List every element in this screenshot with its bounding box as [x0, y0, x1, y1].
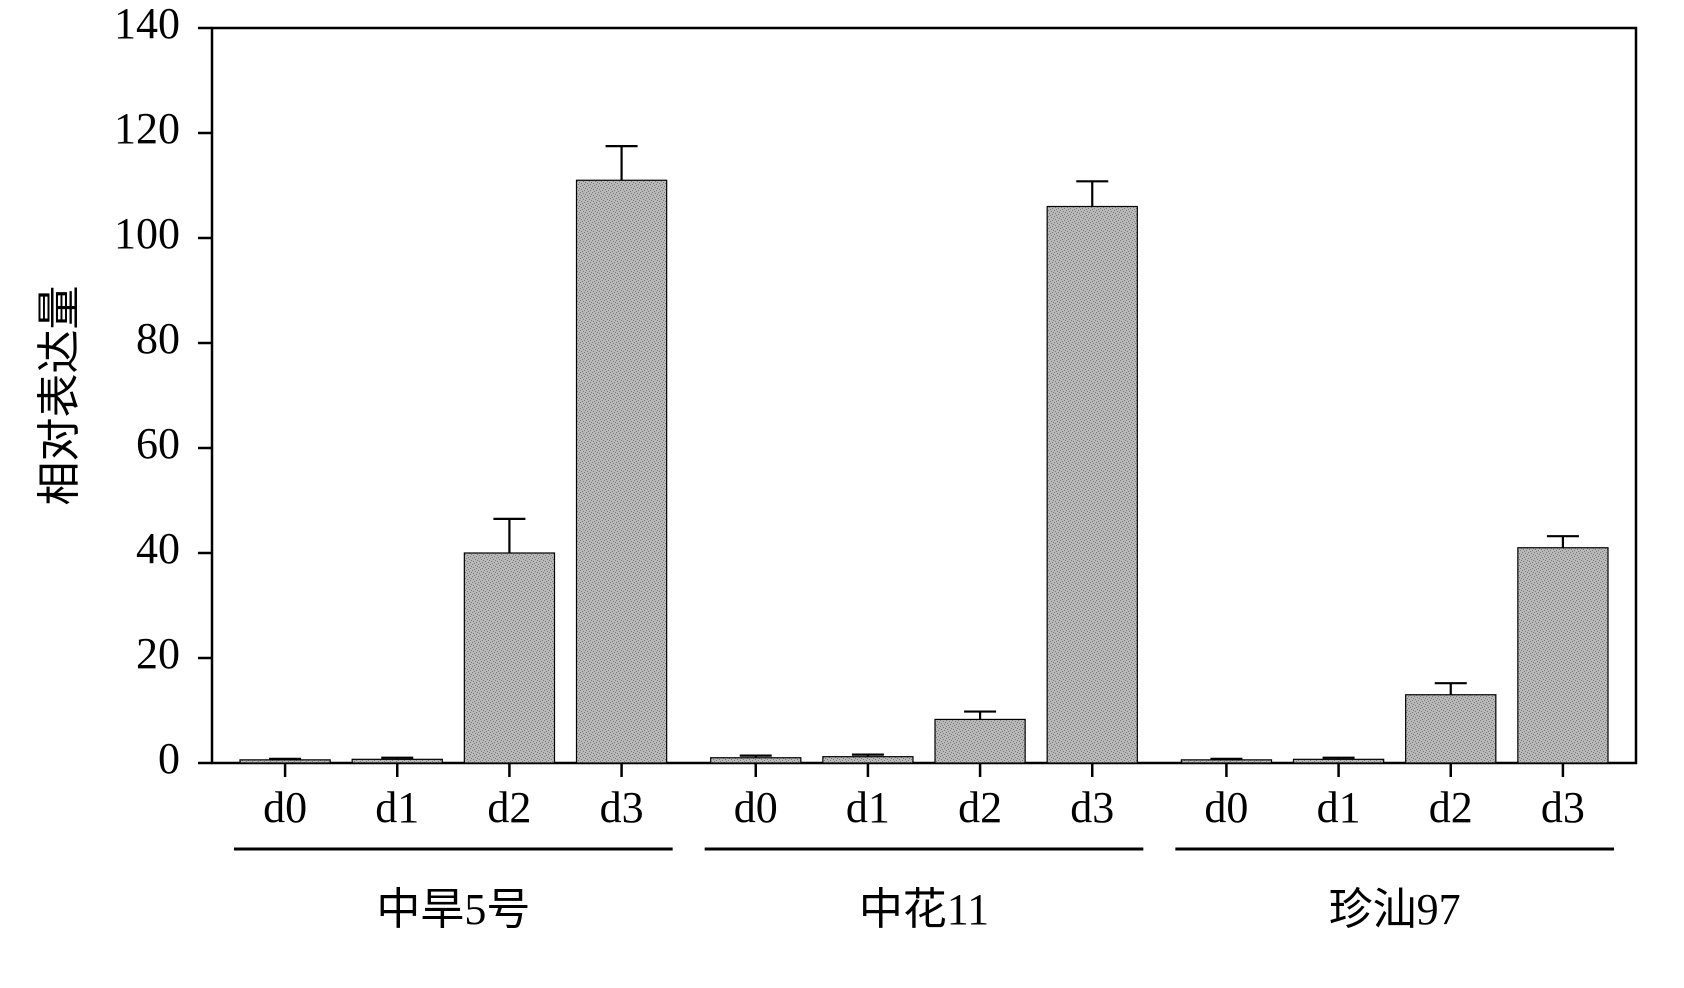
x-bar-label: d1 — [375, 783, 419, 832]
x-bar-label: d1 — [846, 783, 890, 832]
y-tick-label: 140 — [114, 0, 180, 48]
x-group-label: 中花11 — [859, 885, 989, 934]
x-group-label: 中旱5号 — [376, 885, 530, 934]
y-tick-label: 0 — [158, 734, 180, 783]
x-bar-label: d2 — [487, 783, 531, 832]
x-bar-label: d3 — [1541, 783, 1585, 832]
bar — [1047, 207, 1137, 764]
bar — [823, 757, 913, 763]
bar — [464, 553, 554, 763]
y-tick-label: 120 — [114, 104, 180, 153]
x-bar-label: d0 — [734, 783, 778, 832]
x-bar-label: d2 — [958, 783, 1002, 832]
x-bar-label: d2 — [1429, 783, 1473, 832]
y-tick-label: 20 — [136, 629, 180, 678]
x-bar-label: d3 — [600, 783, 644, 832]
y-tick-label: 40 — [136, 524, 180, 573]
y-tick-label: 60 — [136, 419, 180, 468]
expression-bar-chart: 0 20 40 60 80 100 120 140 相对表达量 d0 d1 d2 d3 中旱5号 d0 d1 d… — [0, 0, 1684, 988]
bar — [1406, 695, 1496, 763]
x-bar-label: d0 — [1204, 783, 1248, 832]
y-axis-title: 相对表达量 — [35, 286, 84, 506]
bar — [352, 759, 442, 763]
bar — [577, 180, 667, 763]
y-tick-label: 100 — [114, 209, 180, 258]
bar — [1294, 759, 1384, 763]
x-bar-label: d3 — [1070, 783, 1114, 832]
y-tick-label: 80 — [136, 314, 180, 363]
x-bar-label: d0 — [263, 783, 307, 832]
bar — [1181, 760, 1271, 763]
bar — [1518, 548, 1608, 763]
bar — [935, 719, 1025, 763]
bar — [240, 760, 330, 763]
x-bar-label: d1 — [1317, 783, 1361, 832]
bar — [711, 758, 801, 763]
x-group-label: 珍汕97 — [1329, 885, 1461, 934]
